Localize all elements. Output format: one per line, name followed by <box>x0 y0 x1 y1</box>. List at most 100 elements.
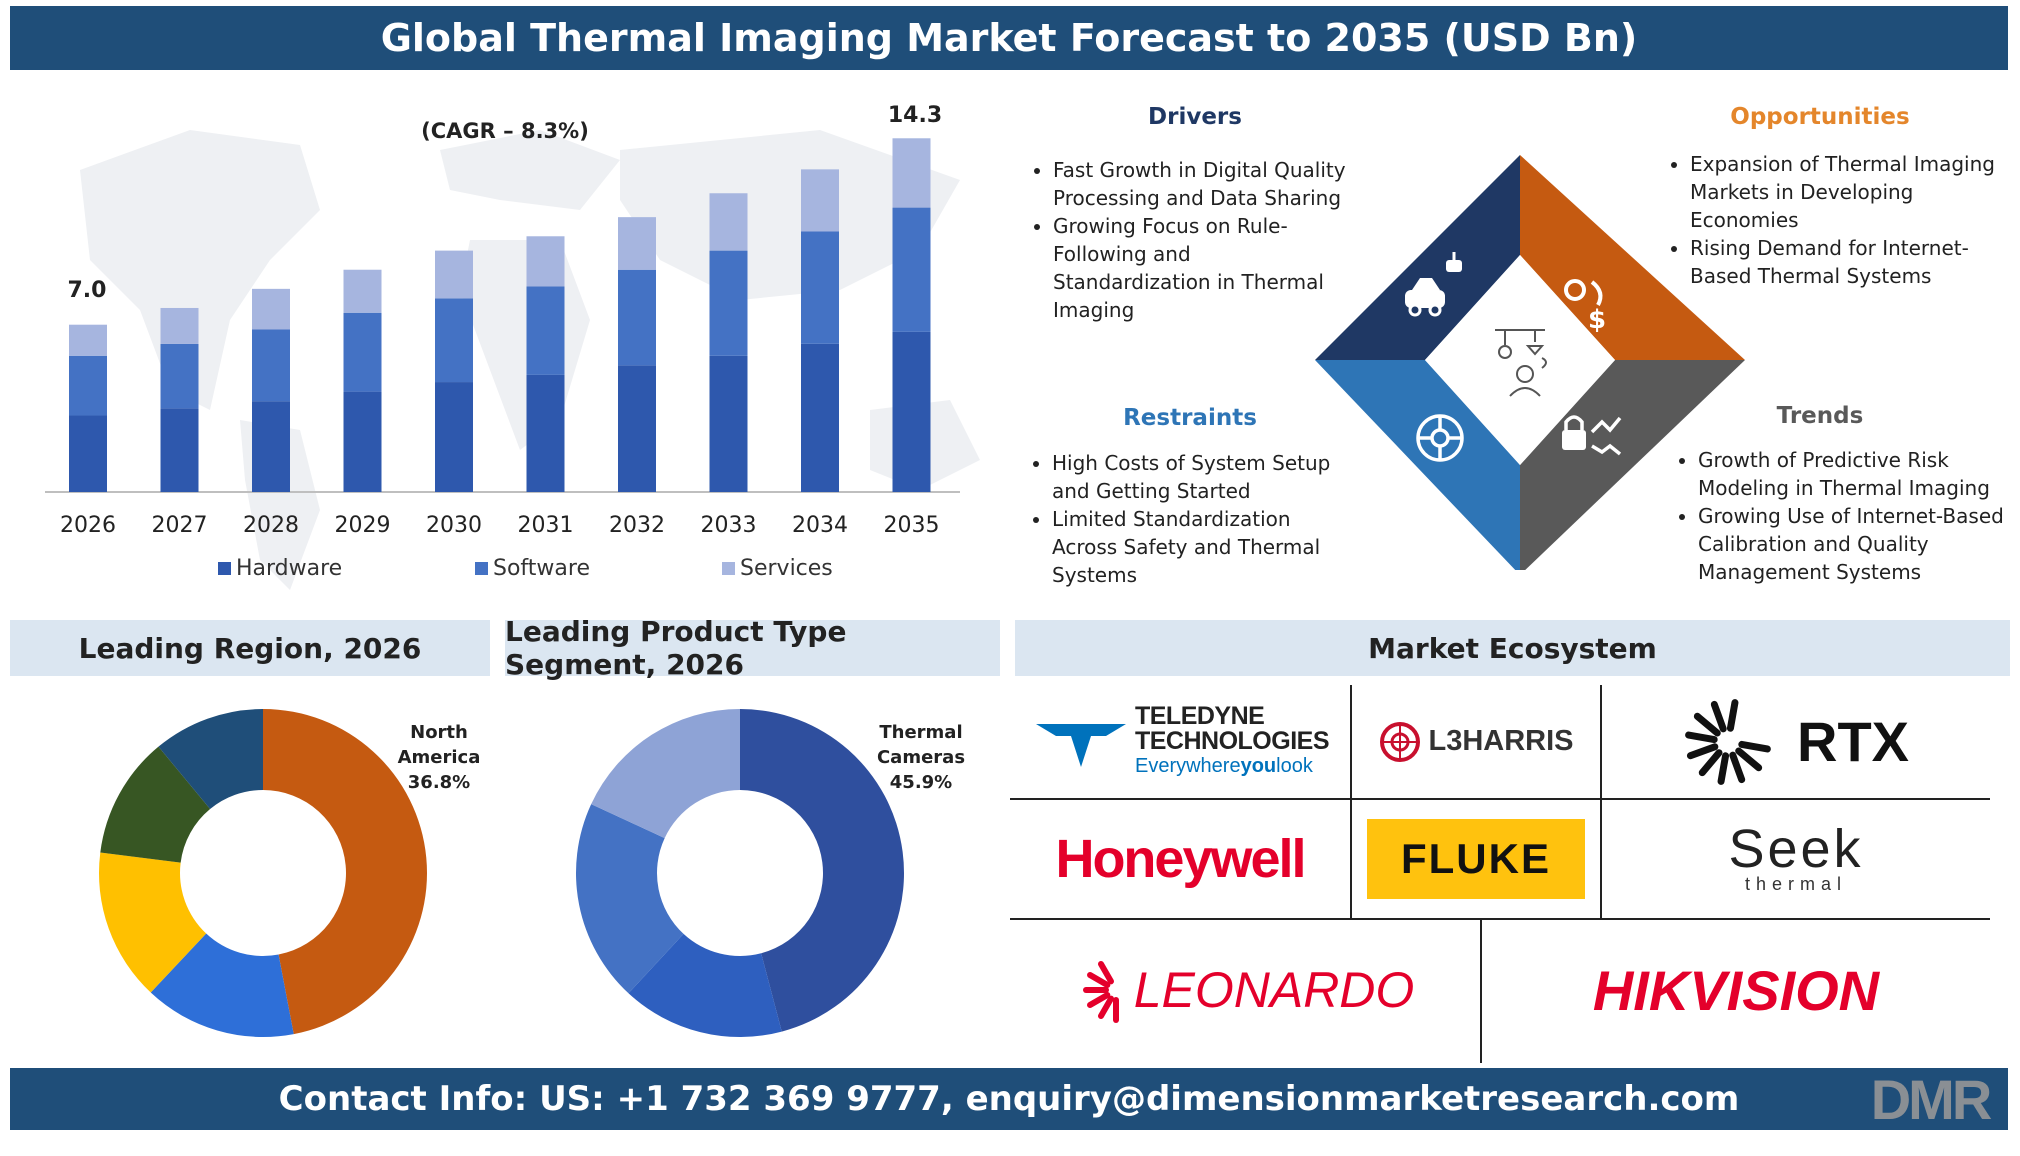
bar-services <box>892 138 931 208</box>
bar-group <box>69 138 931 492</box>
region-donut-slice <box>150 933 294 1037</box>
first-total-label: 7.0 <box>68 278 107 303</box>
fluke-name: FLUKE <box>1401 835 1551 882</box>
x-tick-label: 2035 <box>884 513 940 538</box>
x-tick-label: 2027 <box>152 513 208 538</box>
grid-line <box>1010 798 1990 800</box>
ecosystem-section-title: Market Ecosystem <box>1368 631 1657 665</box>
diamond-restraints-quadrant <box>1315 360 1520 570</box>
seek-thermal-logo: Seek thermal <box>1602 800 1990 918</box>
teledyne-tagline-part: you <box>1240 755 1277 777</box>
l3harris-logo: L3HARRIS <box>1352 685 1600 798</box>
teledyne-mark-icon <box>1035 723 1126 767</box>
page-title: Global Thermal Imaging Market Forecast t… <box>10 6 2008 70</box>
hikvision-name: HIKVISION <box>1593 958 1879 1023</box>
bar-software <box>252 329 290 402</box>
region-donut-slice <box>158 709 263 810</box>
bar-software <box>618 269 656 366</box>
teledyne-tagline: Everywhereyoulook <box>1135 754 1329 779</box>
lab-equipment-icon <box>1495 329 1547 397</box>
money-cycle-icon: $ <box>1561 279 1606 335</box>
teledyne-name-line2: TECHNOLOGIES <box>1134 727 1330 755</box>
bar-services <box>252 288 290 330</box>
teledyne-tagline-part: look <box>1276 755 1313 777</box>
x-tick-label: 2026 <box>60 513 116 538</box>
product-callout-line3: 45.9% <box>890 772 952 793</box>
region-callout-line2: America <box>398 747 481 768</box>
bar-hardware <box>801 343 839 492</box>
dmr-logo: DMR <box>1850 1068 2010 1131</box>
restraints-list: High Costs of System Setup and Getting S… <box>1024 449 1352 589</box>
dmr-logo-text: DMR <box>1870 1067 1993 1131</box>
product-section-title: Leading Product Type Segment, 2026 <box>505 615 847 681</box>
trends-item: Growth of Predictive Risk Modeling in Th… <box>1698 446 2020 502</box>
x-tick-label: 2030 <box>426 513 482 538</box>
fluke-logo: FLUKE <box>1352 800 1600 918</box>
bar-hardware <box>526 374 565 492</box>
product-donut-slice <box>740 709 905 1032</box>
restraints-item: Limited Standardization Across Safety an… <box>1052 505 1352 589</box>
teledyne-name-line1: TELEDYNE <box>1134 702 1265 730</box>
x-tick-label: 2031 <box>518 513 574 538</box>
legend-label-software: Software <box>493 556 590 581</box>
opportunities-item: Rising Demand for Internet-Based Thermal… <box>1690 234 2020 290</box>
rtx-logo: RTX <box>1602 685 1990 798</box>
bar-software <box>526 286 565 375</box>
bar-hardware <box>892 331 931 492</box>
bar-hardware <box>252 401 290 492</box>
region-callout-line1: North <box>410 722 468 743</box>
x-tick-label: 2029 <box>335 513 391 538</box>
ecosystem-grid: TELEDYNE TECHNOLOGIES Everywhereyoulook … <box>1010 685 2010 1063</box>
cagr-annotation: (CAGR – 8.3%) <box>421 119 589 143</box>
rtx-burst-icon <box>1685 698 1771 785</box>
honeywell-name: Honeywell <box>1055 829 1306 889</box>
ecosystem-section-header: Market Ecosystem <box>1015 620 2010 676</box>
diamond-drivers-quadrant <box>1315 155 1520 360</box>
teledyne-tagline-part: Everywhere <box>1134 755 1241 777</box>
drivers-list: Fast Growth in Digital Quality Processin… <box>1025 156 1353 324</box>
bar-software <box>69 355 107 416</box>
opportunities-item: Expansion of Thermal Imaging Markets in … <box>1690 150 2020 234</box>
region-donut-slices <box>99 709 428 1037</box>
teledyne-logo: TELEDYNE TECHNOLOGIES Everywhereyoulook <box>1010 685 1350 798</box>
contact-info[interactable]: Contact Info: US: +1 732 369 9777, enqui… <box>278 1079 1740 1119</box>
legend-swatch-hardware <box>218 562 231 575</box>
trends-list: Growth of Predictive Risk Modeling in Th… <box>1670 446 2020 586</box>
bar-software <box>160 343 199 409</box>
drivers-item: Growing Focus on Rule-Following and Stan… <box>1053 212 1353 324</box>
fluke-badge: FLUKE <box>1367 819 1585 899</box>
gear-network-icon <box>1416 414 1464 462</box>
diamond-center <box>1425 255 1615 465</box>
region-donut-slice <box>100 746 211 863</box>
bar-services <box>526 236 565 287</box>
product-callout-line2: Cameras <box>877 747 965 768</box>
drivers-diamond: $ <box>1315 155 1745 570</box>
legend-swatch-services <box>722 562 735 575</box>
x-tick-label: 2034 <box>792 513 848 538</box>
svg-text:$: $ <box>1588 305 1606 335</box>
last-total-label: 14.3 <box>888 103 942 128</box>
bar-software <box>343 312 382 392</box>
region-donut-slice <box>99 852 207 993</box>
honeywell-logo: Honeywell <box>1010 800 1350 918</box>
l3harris-mark-icon <box>1380 721 1421 762</box>
region-donut-slice <box>263 709 428 1035</box>
page-title-text: Global Thermal Imaging Market Forecast t… <box>380 16 1638 60</box>
product-donut-chart: Thermal Cameras 45.9% <box>576 709 965 1037</box>
seek-subtitle: thermal <box>1744 873 1848 894</box>
grid-line <box>1350 685 1352 918</box>
x-tick-labels: 2026 2027 2028 2029 2030 2031 2032 2033 2034 2035 <box>60 513 940 538</box>
contact-footer: Contact Info: US: +1 732 369 9777, enqui… <box>10 1068 2008 1130</box>
drivers-title: Drivers <box>1148 104 1242 130</box>
bar-software <box>801 231 839 344</box>
product-donut-slice <box>591 709 740 839</box>
bar-hardware <box>343 391 382 492</box>
region-donut-chart: North America 36.8% <box>99 709 481 1037</box>
bar-services <box>618 217 656 270</box>
leonardo-logo: LEONARDO <box>1010 920 1480 1060</box>
l3harris-name: L3HARRIS <box>1428 725 1574 757</box>
bar-services <box>435 250 473 299</box>
grid-line <box>1480 920 1482 1063</box>
bar-hardware <box>160 408 199 492</box>
leonardo-mark-icon <box>1082 961 1119 1023</box>
